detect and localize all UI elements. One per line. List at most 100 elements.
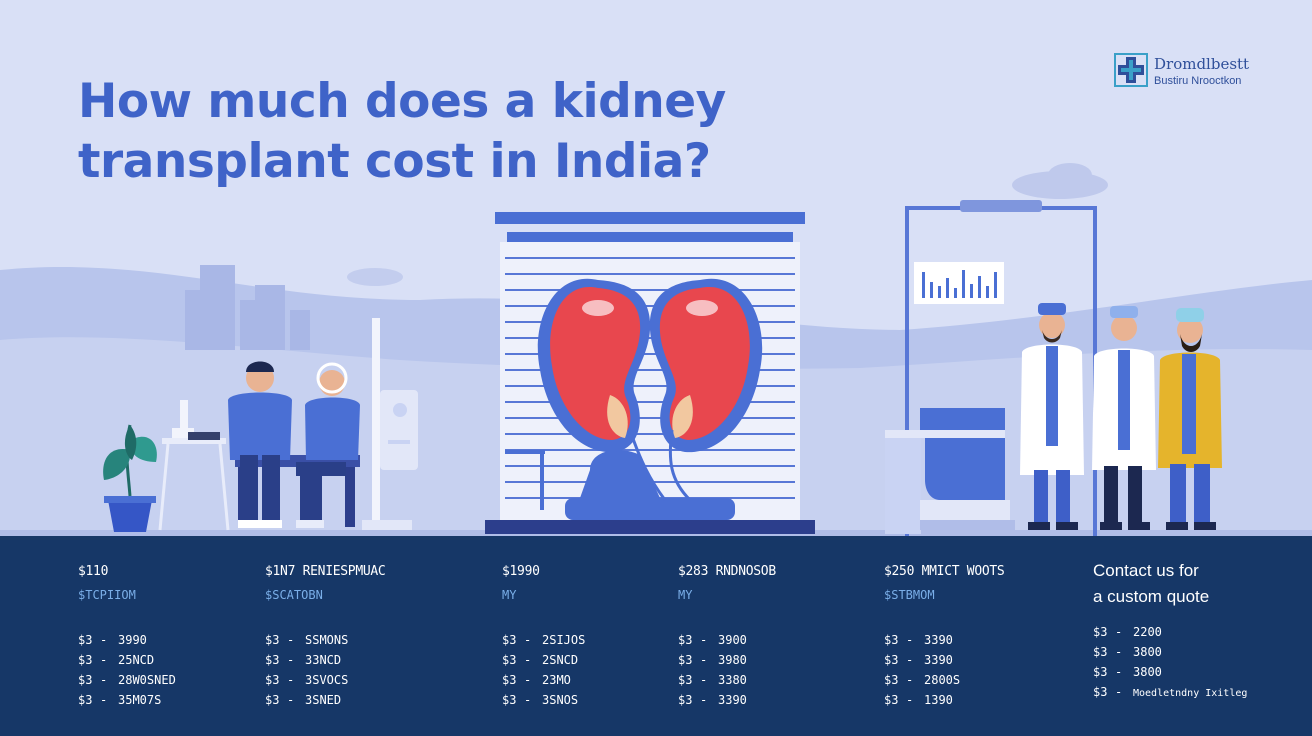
price-currency: $3 <box>678 673 693 687</box>
dash: - <box>700 673 708 687</box>
column-sub: MY <box>678 588 693 602</box>
price-list: $3-3900 $3-3980 $3-3380 $3-3390 <box>678 630 878 710</box>
price-currency: $3 <box>1093 665 1108 679</box>
price-value: 33NCD <box>305 653 342 667</box>
price-currency: $3 <box>502 633 517 647</box>
title-line-1: How much does a kidney <box>78 74 726 129</box>
pricing-panel: $110 $TCPIIOM $3-3990 $3-25NCD $3-28W0SN… <box>0 536 1312 736</box>
dash: - <box>287 693 295 707</box>
price-value: 3390 <box>924 633 953 647</box>
cloud <box>347 268 403 286</box>
dash: - <box>100 633 108 647</box>
hospital-scene-illustration <box>0 163 1312 536</box>
dash: - <box>524 673 532 687</box>
price-value: 3380 <box>718 673 747 687</box>
price-currency: $3 <box>884 653 899 667</box>
price-row: $3-3800 <box>1093 642 1293 662</box>
dash: - <box>1115 645 1123 659</box>
column-head: $1N7 RENIESPMUAC <box>265 564 386 579</box>
dash: - <box>524 633 532 647</box>
dash: - <box>524 653 532 667</box>
price-value: 3SNOS <box>542 693 579 707</box>
dash: - <box>700 653 708 667</box>
price-value: 3SVOCS <box>305 673 349 687</box>
price-row: $3-2SIJOS <box>502 630 702 650</box>
price-row: $3-3SNOS <box>502 690 702 710</box>
price-row: $3-2SNCD <box>502 650 702 670</box>
plant-icon <box>103 424 157 532</box>
price-list: $3-2SIJOS $3-2SNCD $3-23MO $3-3SNOS <box>502 630 702 710</box>
dash: - <box>906 633 914 647</box>
price-row: $3- SSMONS <box>265 630 465 650</box>
price-value: 25NCD <box>118 653 155 667</box>
price-currency: $3 <box>78 633 93 647</box>
price-row: $3-2200 <box>1093 622 1293 642</box>
contact-column[interactable]: Contact us for a custom quote $3-2200 $3… <box>1093 558 1293 702</box>
dash: - <box>100 653 108 667</box>
city-skyline <box>185 265 310 350</box>
price-currency: $3 <box>1093 645 1108 659</box>
price-row: $3-3900 <box>678 630 878 650</box>
kidney-pair-illustration <box>485 212 815 534</box>
dash: - <box>287 653 295 667</box>
pricing-column: $250 MMICT WOOTS $STBMOM $3-3390 $3-3390… <box>884 564 1084 710</box>
dash: - <box>100 673 108 687</box>
cloud <box>1048 163 1092 187</box>
dash: - <box>700 693 708 707</box>
contact-title-line-1[interactable]: Contact us for <box>1093 561 1199 580</box>
dash: - <box>287 633 295 647</box>
column-sub: $SCATOBN <box>265 588 323 602</box>
price-row: $3-3990 <box>78 630 278 650</box>
price-currency: $3 <box>78 693 93 707</box>
brand-subtitle: Bustiru Nrooctkon <box>1154 75 1242 87</box>
price-value: 3990 <box>118 633 147 647</box>
price-list: $3-3390 $3-3390 $3-2800S $3-1390 <box>884 630 1084 710</box>
price-value: 3800 <box>1133 665 1162 679</box>
price-value: 3800 <box>1133 645 1162 659</box>
price-value: 2SNCD <box>542 653 579 667</box>
price-row: $3 -23MO <box>502 670 702 690</box>
price-row: $3-3800 <box>1093 662 1293 682</box>
price-value: 2SIJOS <box>542 633 586 647</box>
pricing-column: $1990 MY $3-2SIJOS $3-2SNCD $3-23MO $3-3… <box>502 564 702 710</box>
patient-couple <box>228 361 360 528</box>
hospital-bed <box>885 408 1015 534</box>
price-row: $3-1390 <box>884 690 1084 710</box>
price-value: 1390 <box>924 693 953 707</box>
price-row: $3-3380 <box>678 670 878 690</box>
column-sub: MY <box>502 588 517 602</box>
price-value: 35M07S <box>118 693 162 707</box>
price-currency: $3 <box>502 693 517 707</box>
dash: - <box>700 633 708 647</box>
price-currency: $3 <box>884 693 899 707</box>
price-currency: $3 <box>884 633 899 647</box>
pricing-column: $283 RNDNOSOB MY $3-3900 $3-3980 $3-3380… <box>678 564 878 710</box>
price-row: $3-35M07S <box>78 690 278 710</box>
price-currency: $3 <box>265 693 280 707</box>
dash: - <box>906 673 914 687</box>
contact-price-list: $3-2200 $3-3800 $3-3800 $3- Moedletndny I… <box>1093 622 1293 702</box>
price-value: 23MO <box>542 673 571 687</box>
pricing-column: $1N7 RENIESPMUAC $SCATOBN $3- SSMONS $3-3… <box>265 564 465 710</box>
price-row: $3-33NCD <box>265 650 465 670</box>
brand-logo: Dromdlbestt Bustiru Nrooctkon <box>1114 51 1284 91</box>
page-title: How much does a kidney transplant cost i… <box>78 72 726 192</box>
contact-title-line-2[interactable]: a custom quote <box>1093 587 1210 606</box>
price-value: 2200 <box>1133 625 1162 639</box>
price-row: $3-28W0SNED <box>78 670 278 690</box>
price-row: $3-25NCD <box>78 650 278 670</box>
column-head: $1990 <box>502 564 540 579</box>
column-sub: $TCPIIOM <box>78 588 136 602</box>
brand-name: Dromdlbestt <box>1154 55 1250 73</box>
column-head: $250 MMICT WOOTS <box>884 564 1005 579</box>
price-row: $3-3SNED <box>265 690 465 710</box>
dash: - <box>1115 685 1123 699</box>
price-row: $3-3390 <box>884 630 1084 650</box>
doctor-group <box>1020 303 1222 530</box>
price-row: $3-3390 <box>884 650 1084 670</box>
contact-note-row: $3- Moedletndny Ixitleg <box>1093 682 1293 702</box>
price-currency: $3 <box>678 693 693 707</box>
price-value: 2800S <box>924 673 961 687</box>
dash: - <box>1115 625 1123 639</box>
